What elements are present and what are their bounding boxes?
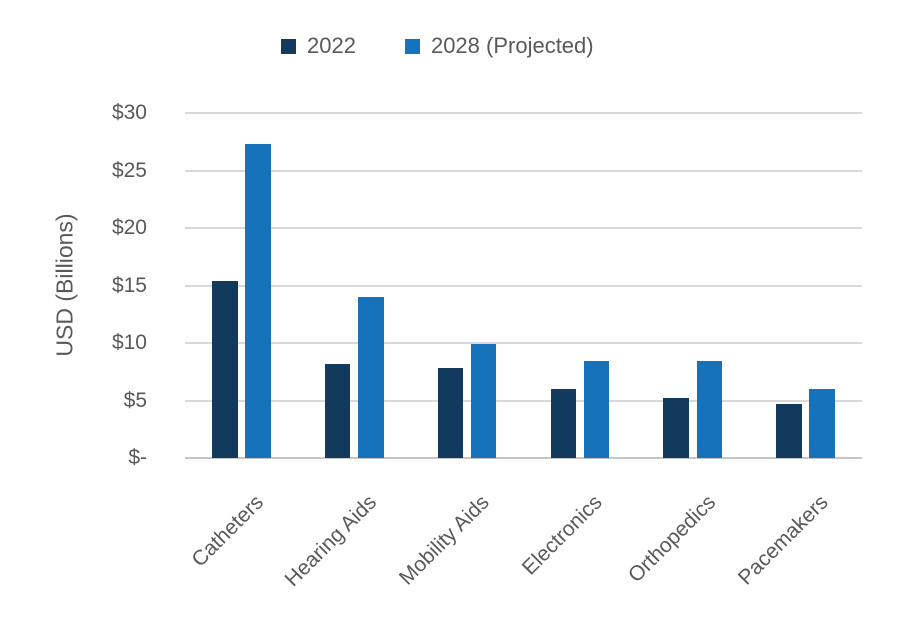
- y-tick-label-20: $20: [111, 216, 147, 239]
- gridline-25: [185, 169, 862, 172]
- x-axis-label-pacemakers: Pacemakers: [733, 490, 833, 590]
- bar-2022-mobility-aids: [437, 368, 464, 458]
- bar-2028-projected-hearing-aids: [358, 297, 384, 458]
- bar-2028-projected-orthopedics: [696, 361, 723, 458]
- legend-item-2022: 2022: [281, 33, 356, 59]
- bar-2022-catheters: [212, 280, 238, 458]
- x-axis-label-catheters: Catheters: [187, 490, 269, 572]
- bar-2022-electronics: [550, 389, 577, 458]
- bar-2022-hearing-aids: [324, 363, 351, 458]
- legend-label-2022: 2022: [307, 33, 356, 58]
- y-tick-label-25: $25: [111, 158, 147, 182]
- x-axis-label-orthopedics: Orthopedics: [623, 490, 720, 588]
- x-axis-label-mobility-aids: Mobility Aids: [395, 490, 495, 590]
- legend-label-2028-projected: 2028 (Projected): [430, 33, 594, 58]
- gridline-5: [185, 399, 862, 402]
- y-tick-label-10: $10: [111, 331, 147, 354]
- legend-swatch-2022: [281, 38, 296, 54]
- gridline-20: [185, 227, 862, 229]
- bar-2028-projected-pacemakers: [809, 389, 835, 458]
- x-axis-label-hearing-aids: Hearing Aids: [280, 490, 382, 592]
- bar-2022-orthopedics: [663, 398, 689, 458]
- y-tick-label-5: $5: [123, 388, 147, 412]
- bar-2028-projected-catheters: [245, 144, 271, 458]
- legend-item-2028-projected: 2028 (Projected): [404, 33, 594, 59]
- gridline-10: [185, 342, 862, 344]
- gridline-30: [185, 112, 862, 114]
- x-axis-line: [185, 457, 862, 459]
- y-tick-label-30: $30: [111, 101, 147, 124]
- gridline-15: [185, 284, 862, 287]
- chart-legend: 2022 2028 (Projected): [281, 33, 594, 59]
- bar-2028-projected-mobility-aids: [470, 344, 497, 458]
- y-tick-label-15: $15: [111, 273, 147, 297]
- legend-swatch-2028-projected: [404, 38, 420, 54]
- x-axis-label-electronics: Electronics: [518, 490, 607, 580]
- y-tick-label-: $-: [128, 446, 147, 469]
- bar-2028-projected-electronics: [583, 361, 610, 458]
- bar-2022-pacemakers: [776, 403, 802, 458]
